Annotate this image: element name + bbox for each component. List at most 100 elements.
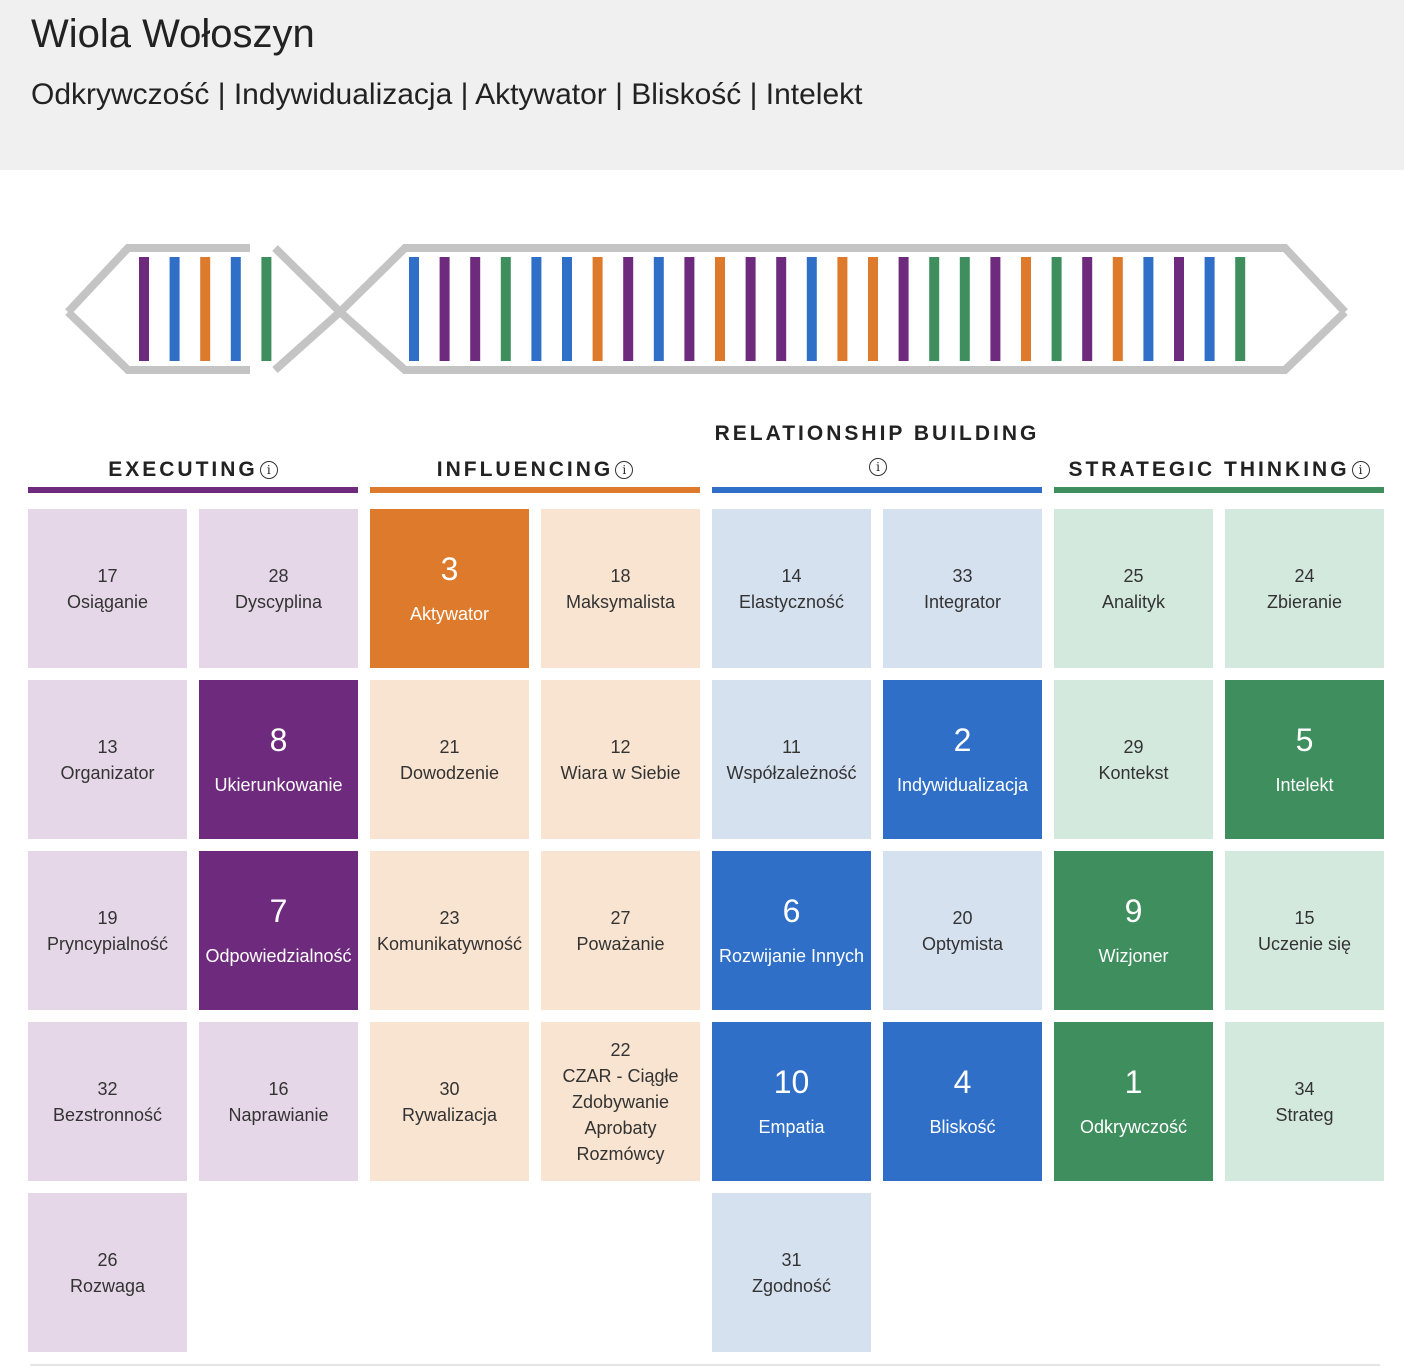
strength-tile[interactable]: 14 Elastyczność bbox=[712, 509, 871, 668]
domain-title-relationship: RELATIONSHIP BUILDING i bbox=[712, 422, 1042, 476]
strength-name: Osiąganie bbox=[66, 591, 149, 612]
person-name: Wiola Wołoszyn bbox=[31, 12, 315, 56]
strength-rank: 10 bbox=[773, 1063, 810, 1100]
strength-tile[interactable]: 27 Poważanie bbox=[541, 851, 700, 1010]
strength-rank: 19 bbox=[97, 907, 118, 928]
strength-tile[interactable]: 19 Pryncypialność bbox=[28, 851, 187, 1010]
strength-tile[interactable]: 25 Analityk bbox=[1054, 509, 1213, 668]
strength-name: Uczenie się bbox=[1257, 933, 1352, 954]
strength-name: Intelekt bbox=[1275, 774, 1334, 795]
strength-tile[interactable]: 30 Rywalizacja bbox=[370, 1022, 529, 1181]
strength-rank: 1 bbox=[1124, 1063, 1143, 1100]
dna-left-top bbox=[65, 244, 250, 315]
strength-rank: 34 bbox=[1294, 1078, 1315, 1099]
strength-rank: 15 bbox=[1294, 907, 1315, 928]
strength-name: Kontekst bbox=[1098, 762, 1169, 783]
dna-bar-strategic bbox=[929, 257, 940, 361]
strength-rank: 28 bbox=[268, 565, 289, 586]
dna-bar-relationship bbox=[806, 257, 817, 361]
strength-tile[interactable]: 13 Organizator bbox=[28, 680, 187, 839]
strength-tile[interactable]: 7 Odpowiedzialność bbox=[199, 851, 358, 1010]
dna-bar-influencing bbox=[200, 257, 211, 361]
strength-rank: 21 bbox=[439, 736, 460, 757]
domain-bar-executing bbox=[28, 487, 358, 493]
strength-tile[interactable]: 11 Współzależność bbox=[712, 680, 871, 839]
strength-tile[interactable]: 21 Dowodzenie bbox=[370, 680, 529, 839]
strength-tile[interactable]: 34 Strateg bbox=[1225, 1022, 1384, 1181]
info-icon[interactable]: i bbox=[259, 461, 278, 480]
strength-name: Rozwijanie Innych bbox=[718, 945, 865, 966]
strength-name: CZAR - Ciągłe Zdobywanie Aprobaty Rozmów… bbox=[562, 1065, 679, 1164]
strength-tile[interactable]: 1 Odkrywczość bbox=[1054, 1022, 1213, 1181]
dna-bar-strategic bbox=[261, 257, 272, 361]
strength-rank: 14 bbox=[781, 565, 802, 586]
strength-name: Rywalizacja bbox=[401, 1104, 498, 1125]
strength-name: Bliskość bbox=[929, 1116, 996, 1137]
strength-tile[interactable]: 28 Dyscyplina bbox=[199, 509, 358, 668]
domain-bar-strategic bbox=[1054, 487, 1384, 493]
strength-tile[interactable]: 16 Naprawianie bbox=[199, 1022, 358, 1181]
strength-name: Zgodność bbox=[751, 1275, 832, 1296]
strength-name: Zbieranie bbox=[1266, 591, 1343, 612]
strength-rank: 7 bbox=[269, 892, 288, 929]
domain-bar-influencing bbox=[370, 487, 700, 493]
strength-tile[interactable]: 24 Zbieranie bbox=[1225, 509, 1384, 668]
dna-bar-relationship bbox=[531, 257, 542, 361]
dna-frame bbox=[65, 244, 1348, 374]
dna-bar-executing bbox=[439, 257, 450, 361]
strength-rank: 30 bbox=[439, 1078, 460, 1099]
strength-name: Empatia bbox=[758, 1116, 825, 1137]
strength-tile[interactable]: 12 Wiara w Siebie bbox=[541, 680, 700, 839]
strength-tile[interactable]: 10 Empatia bbox=[712, 1022, 871, 1181]
strength-tile[interactable]: 33 Integrator bbox=[883, 509, 1042, 668]
dna-bar-executing bbox=[776, 257, 787, 361]
strength-name: Dowodzenie bbox=[399, 762, 500, 783]
strength-tile[interactable]: 26 Rozwaga bbox=[28, 1193, 187, 1352]
info-icon[interactable]: i bbox=[1351, 461, 1370, 480]
dna-bar-strategic bbox=[500, 257, 511, 361]
dna-bar-strategic bbox=[1051, 257, 1062, 361]
strength-name: Odkrywczość bbox=[1079, 1116, 1187, 1137]
info-icon[interactable]: i bbox=[615, 461, 634, 480]
strength-rank: 26 bbox=[97, 1249, 118, 1270]
dna-bar-strategic bbox=[1235, 257, 1246, 361]
dna-bar-relationship bbox=[230, 257, 241, 361]
strength-tile[interactable]: 9 Wizjoner bbox=[1054, 851, 1213, 1010]
strength-tile[interactable]: 31 Zgodność bbox=[712, 1193, 871, 1352]
strength-tile[interactable]: 8 Ukierunkowanie bbox=[199, 680, 358, 839]
strength-tile[interactable]: 15 Uczenie się bbox=[1225, 851, 1384, 1010]
strength-tile[interactable]: 20 Optymista bbox=[883, 851, 1042, 1010]
dna-bar-strategic bbox=[959, 257, 970, 361]
domain-title-influencing: INFLUENCING i bbox=[370, 458, 700, 482]
strength-rank: 25 bbox=[1123, 565, 1144, 586]
strength-name: Komunikatywność bbox=[376, 933, 523, 954]
strength-rank: 32 bbox=[97, 1078, 118, 1099]
strength-tile[interactable]: 2 Indywidualizacja bbox=[883, 680, 1042, 839]
strength-rank: 4 bbox=[953, 1063, 972, 1100]
strength-name: Maksymalista bbox=[565, 591, 676, 612]
strength-name: Ukierunkowanie bbox=[214, 774, 343, 795]
strength-tile[interactable]: 23 Komunikatywność bbox=[370, 851, 529, 1010]
strength-rank: 33 bbox=[952, 565, 973, 586]
dna-bar-executing bbox=[623, 257, 634, 361]
strength-rank: 29 bbox=[1123, 736, 1144, 757]
strength-tile[interactable]: 6 Rozwijanie Innych bbox=[712, 851, 871, 1010]
domain-title-strategic: STRATEGIC THINKING i bbox=[1054, 458, 1384, 482]
dna-bar-relationship bbox=[1143, 257, 1154, 361]
dna-bar-influencing bbox=[1021, 257, 1031, 361]
strength-tile[interactable]: 18 Maksymalista bbox=[541, 509, 700, 668]
strength-name: Optymista bbox=[921, 933, 1004, 954]
strength-tile[interactable]: 17 Osiąganie bbox=[28, 509, 187, 668]
strength-name: Bezstronność bbox=[52, 1104, 163, 1125]
strength-tile[interactable]: 22 CZAR - Ciągłe Zdobywanie Aprobaty Rozm… bbox=[541, 1022, 700, 1181]
strength-tile[interactable]: 3 Aktywator bbox=[370, 509, 529, 668]
strength-rank: 12 bbox=[610, 736, 631, 757]
dna-bar-influencing bbox=[868, 257, 878, 361]
strength-tile[interactable]: 5 Intelekt bbox=[1225, 680, 1384, 839]
info-icon[interactable]: i bbox=[869, 458, 887, 476]
strength-tile[interactable]: 29 Kontekst bbox=[1054, 680, 1213, 839]
strength-tile[interactable]: 32 Bezstronność bbox=[28, 1022, 187, 1181]
strength-tile[interactable]: 4 Bliskość bbox=[883, 1022, 1042, 1181]
strength-rank: 16 bbox=[268, 1078, 289, 1099]
strength-rank: 24 bbox=[1294, 565, 1315, 586]
